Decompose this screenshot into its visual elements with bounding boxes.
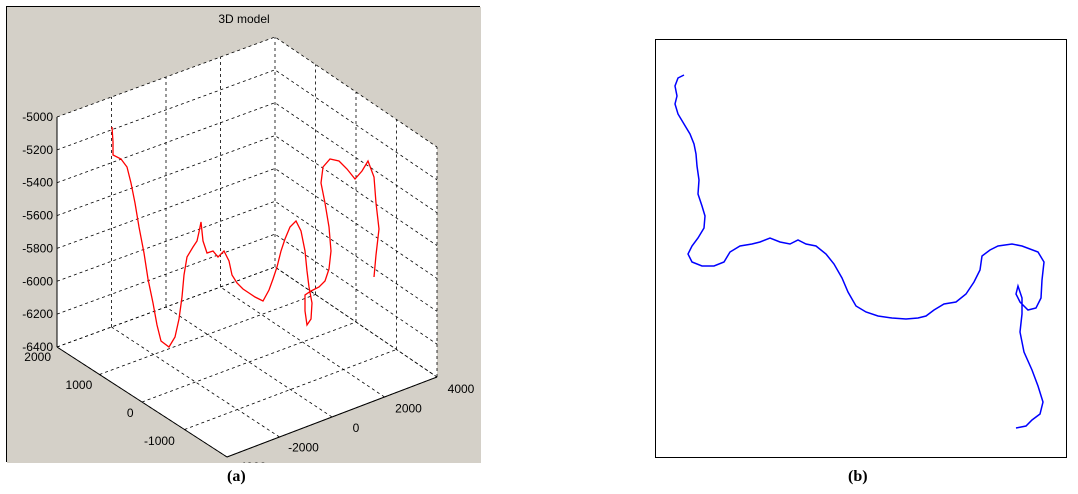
plot-3d-panel: 3D model -5000 -5200 -5400 -5600 -5800 -6000-… [6,6,481,463]
x-tick-label: 4000 [448,382,475,396]
chart-title: 3D model [218,12,269,26]
plot-2d-panel [655,39,1067,458]
z-tick-label: -5600 [22,209,53,223]
plot-3d-svg: 3D model -5000-5200-5400-5600-5800-6000-… [7,7,481,463]
z-tick-label: -5400 [22,176,53,190]
y-tick-label: -2000 [185,462,216,463]
trajectory-3d-line [111,126,380,348]
x-tick-label: -2000 [288,441,319,455]
caption-a: (a) [227,468,246,485]
y-tick-label: 0 [127,406,134,420]
z-tick-label: -5000 [22,110,53,124]
x-tick-label: -4000 [236,460,267,463]
y-axis-ticks: 2000 1000 0 -1000 -2000 [24,350,216,463]
z-tick-label: -5800 [22,241,53,255]
caption-b: (b) [848,468,868,485]
z-tick-label: -6200 [22,307,53,321]
y-tick-label: -1000 [144,434,175,448]
z-tick-label: -6000 [22,274,53,288]
z-tick-label: -6400 [22,340,53,354]
trajectory-2d-line [674,74,1045,429]
axes-box [56,117,438,458]
x-axis-ticks: -4000 -2000 0 2000 4000 [236,382,475,463]
plot-2d-svg [674,74,1045,429]
z-axis-ticks: -5000 -5200 -5400 -5600 -5800 -6000 -6200 -6400 [22,110,53,354]
y-tick-label: 2000 [24,350,51,364]
x-tick-label: 0 [353,421,360,435]
y-tick-label: 1000 [66,378,93,392]
x-tick-label: 2000 [395,402,422,416]
z-tick-label: -5200 [22,143,53,157]
